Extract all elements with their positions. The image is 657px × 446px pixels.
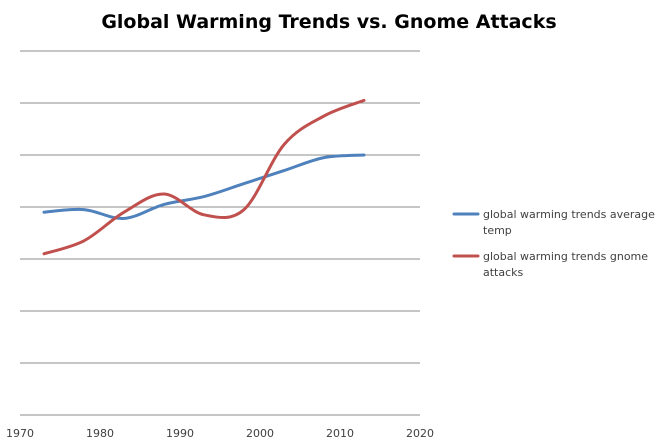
x-tick-label: 1990	[166, 427, 194, 440]
series-line	[42, 153, 366, 220]
x-axis: 1970 1980 1990 2000 2010 2020	[6, 414, 434, 440]
grid	[20, 50, 420, 364]
series-line	[42, 98, 366, 256]
x-tick-label: 1980	[86, 427, 114, 440]
x-tick-label: 2000	[246, 427, 274, 440]
plot-area	[42, 98, 366, 256]
legend-entry-2: global warming trends gnome attacks	[452, 250, 648, 279]
legend-label: global warming trends gnome attacks	[483, 250, 648, 279]
x-tick-label: 2010	[326, 427, 354, 440]
legend-entry-1: global warming trends average temp	[452, 208, 655, 237]
chart-title: Global Warming Trends vs. Gnome Attacks	[101, 11, 556, 33]
x-tick-label: 1970	[6, 427, 34, 440]
legend: global warming trends average temp global …	[452, 208, 655, 279]
series-2	[42, 98, 366, 256]
x-tick-label: 2020	[406, 427, 434, 440]
legend-label: global warming trends average temp	[483, 208, 655, 237]
series-1	[42, 153, 366, 220]
